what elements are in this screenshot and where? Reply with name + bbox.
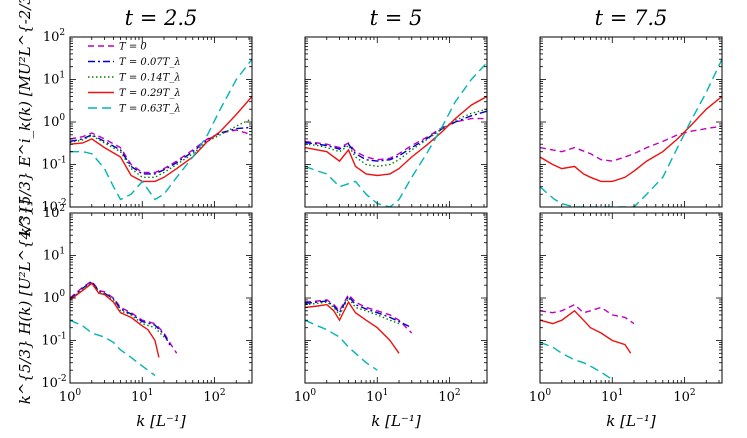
panel-bottom-0: 10-2 10-1 100 101 102 100 101 102 — [41, 204, 253, 405]
axes-frame — [69, 212, 253, 384]
axes-frame — [304, 36, 488, 208]
y-tick-label: 100 — [43, 289, 66, 306]
series-bottom-0-1 — [70, 280, 172, 348]
panel-top-1 — [304, 36, 488, 208]
x-tick-label: 100 — [294, 388, 317, 405]
series-top-2-1 — [540, 95, 722, 183]
x-axis-label-2: k [L⁻¹] — [606, 412, 656, 430]
column-title-2: t = 7.5 — [595, 6, 668, 30]
x-tick-label: 102 — [673, 388, 695, 405]
series-bottom-0-3 — [70, 282, 160, 358]
panel-bottom-1: 100 101 102 — [294, 212, 488, 405]
legend-label-1: T = 0.07T_λ — [119, 57, 181, 68]
series-bottom-1-1 — [305, 294, 413, 329]
y-tick-label: 102 — [43, 204, 65, 221]
series-bottom-0-2 — [70, 281, 165, 338]
x-tick-label: 100 — [59, 388, 82, 405]
axes-frame — [304, 212, 488, 384]
axes-frame — [539, 212, 723, 384]
x-tick-label: 101 — [601, 388, 623, 405]
axes-frame — [539, 36, 723, 208]
legend-label-4: T = 0.63T_λ — [119, 104, 181, 115]
plot-area — [540, 213, 722, 383]
x-axis-labels: k [L⁻¹] k [L⁻¹] k [L⁻¹] — [136, 412, 656, 430]
axes-frame — [69, 36, 253, 208]
y-tick-label: 10-1 — [41, 156, 66, 173]
panel-bottom-2: 100 101 102 — [529, 212, 723, 405]
column-title-0: t = 2.5 — [125, 6, 198, 30]
legend-label-2: T = 0.14T_λ — [119, 73, 181, 84]
series-bottom-2-1 — [540, 309, 632, 354]
y-tick-label: 101 — [43, 71, 65, 88]
series-top-0-3 — [70, 95, 252, 183]
series-bottom-1-0 — [305, 293, 413, 334]
y-axis-label-bottom: k^{5/3} H(k) [U²L^{4/3}] — [16, 200, 34, 405]
series-bottom-1-3 — [305, 300, 400, 354]
plot-area — [305, 37, 487, 207]
series-bottom-0-4 — [70, 319, 156, 377]
x-tick-label: 101 — [131, 388, 153, 405]
series-top-2-2 — [540, 58, 722, 207]
legend: T = 0 T = 0.07T_λ T = 0.14T_λ T = 0.29T_λ T … — [88, 42, 181, 115]
series-top-2-0 — [540, 125, 722, 162]
plot-area — [540, 37, 722, 207]
y-tick-label: 101 — [43, 247, 65, 264]
series-top-0-4 — [70, 58, 252, 201]
x-tick-label: 102 — [203, 388, 225, 405]
series-top-0-2 — [70, 117, 252, 178]
series-top-1-4 — [305, 62, 487, 207]
y-tick-label: 100 — [43, 113, 66, 130]
column-titles: t = 2.5 t = 5 t = 7.5 — [125, 6, 668, 30]
y-tick-label: 102 — [43, 28, 65, 45]
column-title-1: t = 5 — [370, 6, 423, 30]
series-bottom-1-4 — [305, 319, 378, 371]
x-axis-label-1: k [L⁻¹] — [371, 412, 421, 430]
series-top-0-1 — [70, 126, 252, 175]
legend-label-3: T = 0.29T_λ — [119, 88, 181, 99]
y-axis-label-top: k^{5/3} E^i_k(k) [MU²L^{-2/3}] — [16, 0, 34, 236]
series-bottom-2-0 — [540, 303, 635, 325]
series-bottom-2-2 — [540, 341, 613, 381]
panel-top-2 — [539, 36, 723, 208]
y-tick-label: 10-1 — [41, 332, 66, 349]
legend-label-0: T = 0 — [119, 42, 147, 53]
x-tick-label: 100 — [529, 388, 552, 405]
plot-area — [305, 213, 487, 383]
series-top-1-3 — [305, 95, 487, 177]
x-tick-label: 101 — [366, 388, 388, 405]
y-tick-label: 10-2 — [41, 374, 66, 391]
plot-area — [70, 213, 252, 383]
x-axis-label-0: k [L⁻¹] — [136, 412, 186, 430]
x-tick-label: 102 — [438, 388, 460, 405]
